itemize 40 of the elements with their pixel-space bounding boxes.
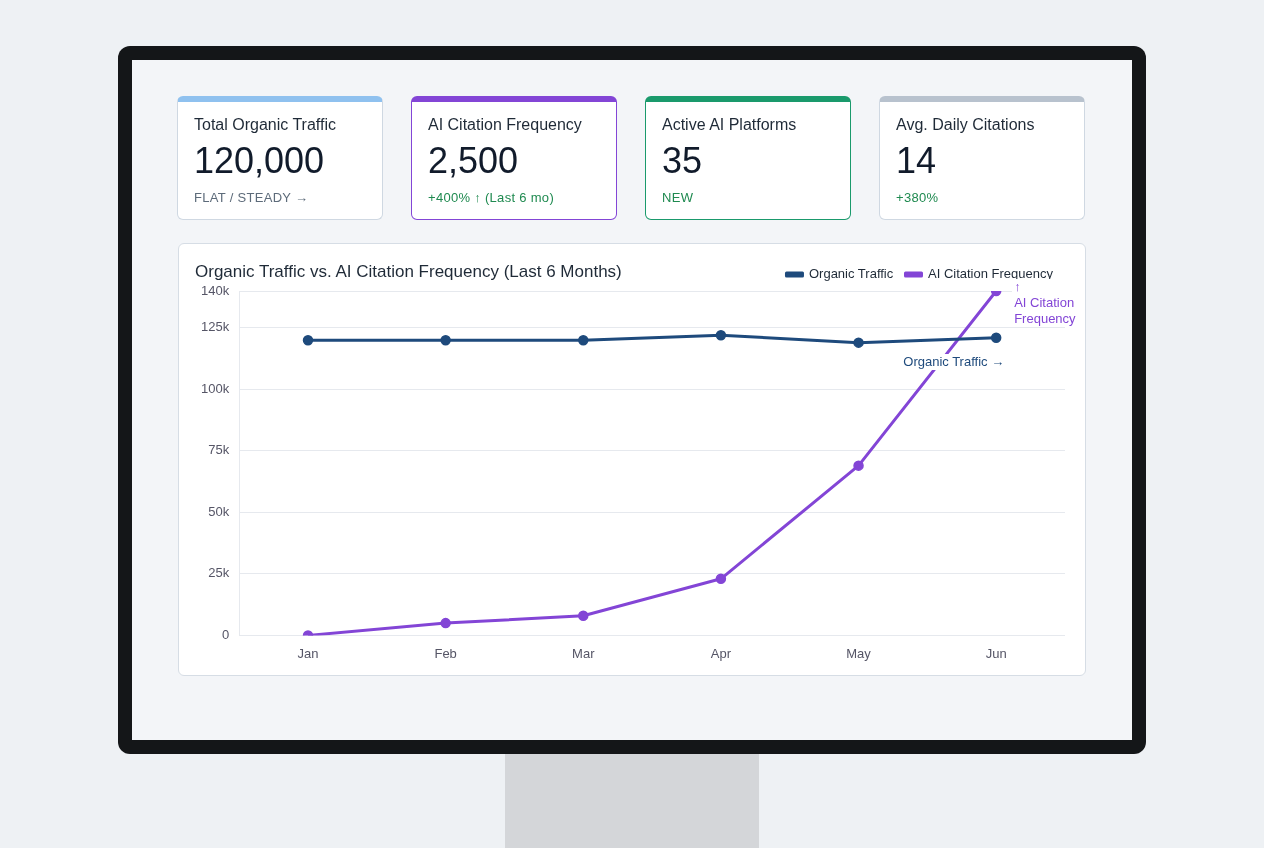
text: FLAT / STEADY → — [194, 190, 310, 205]
text: 14 — [896, 140, 938, 182]
point — [440, 334, 451, 346]
y-tick-label: 75k — [208, 442, 230, 458]
text: Total Organic Traffic — [194, 116, 337, 134]
point — [578, 610, 589, 621]
x-tick-label: Apr — [710, 645, 732, 661]
text: +380% — [896, 190, 940, 205]
chart-title: Organic Traffic vs. AI Citation Frequency (Last 6 Months) — [195, 262, 622, 282]
y-tick-label: 125k — [200, 319, 230, 335]
x-tick-label: Feb — [434, 645, 457, 661]
point — [715, 330, 727, 341]
point — [990, 332, 1002, 343]
y-tick-label: 100k — [200, 380, 230, 396]
legend-label: Organic Traffic — [808, 266, 894, 282]
point — [853, 460, 864, 471]
y-tick-label: 140k — [200, 282, 230, 298]
point — [715, 573, 727, 585]
point — [302, 334, 314, 346]
annotation: Organic Traffic → — [901, 353, 1007, 370]
y-tick-label: 50k — [208, 503, 230, 519]
text: 120,000 — [194, 140, 326, 182]
text: 2,500 — [428, 140, 520, 182]
x-tick-label: May — [846, 645, 872, 661]
text: Active AI Platforms — [662, 116, 798, 134]
text: +400% ↑ (Last 6 mo) — [428, 190, 555, 205]
text: NEW — [662, 190, 695, 205]
text: Avg. Daily Citations — [896, 116, 1036, 134]
annotation: ↑ AI Citation Frequency — [1012, 279, 1078, 327]
text: 35 — [662, 140, 704, 182]
x-tick-label: Mar — [572, 645, 596, 661]
x-tick-label: Jun — [985, 645, 1007, 661]
text: AI Citation Frequency — [428, 116, 583, 134]
point — [440, 617, 451, 629]
legend-label: AI Citation Frequency — [928, 266, 1054, 282]
x-tick-label: Jan — [297, 645, 319, 661]
y-tick-label: 0 — [221, 626, 230, 642]
point — [853, 337, 864, 348]
y-tick-label: 25k — [208, 565, 230, 581]
point — [578, 334, 589, 346]
